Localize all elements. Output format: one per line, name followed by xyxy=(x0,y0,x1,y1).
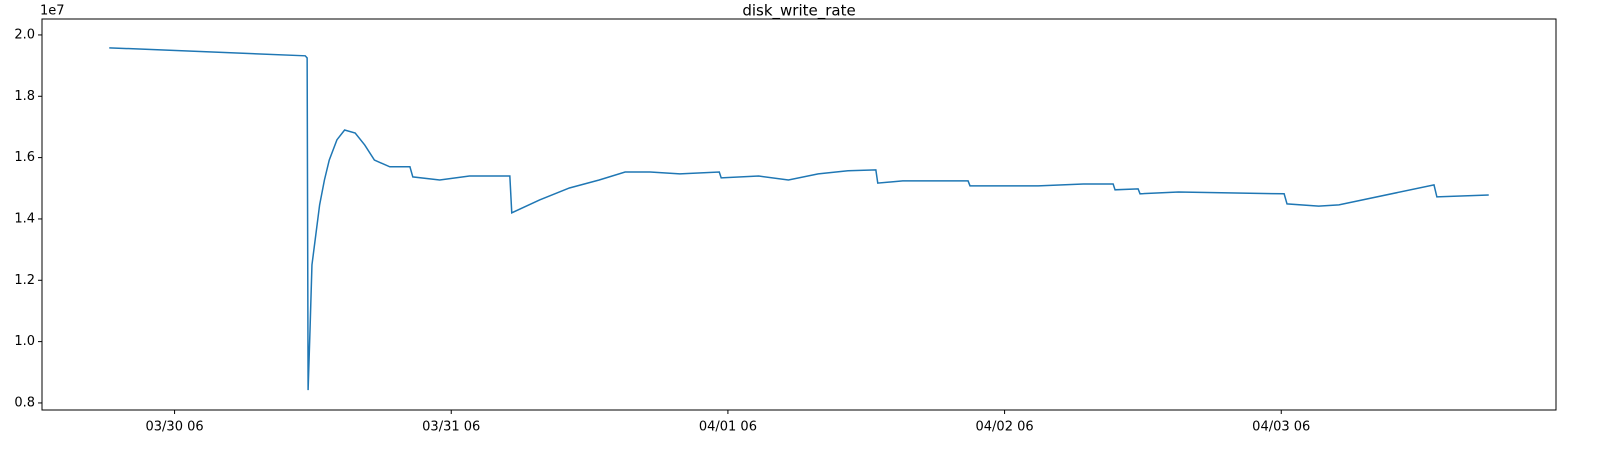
x-tick-label: 03/31 06 xyxy=(422,420,480,435)
y-tick-label: 1.8 xyxy=(14,89,35,104)
y-tick-label: 1.6 xyxy=(14,150,35,165)
x-tick-label: 04/01 06 xyxy=(699,420,757,435)
y-tick-label: 0.8 xyxy=(14,395,35,410)
y-tick-label: 1.0 xyxy=(14,334,35,349)
x-tick-label: 04/02 06 xyxy=(976,420,1034,435)
plot-frame xyxy=(41,18,1557,411)
chart-title: disk_write_rate xyxy=(742,2,855,21)
y-tick-label: 1.2 xyxy=(14,273,35,288)
line-series xyxy=(109,47,1489,391)
y-offset-label: 1e7 xyxy=(40,4,65,19)
x-tick-label: 03/30 06 xyxy=(146,420,204,435)
y-tick-label: 1.4 xyxy=(14,211,35,226)
x-tick-label: 04/03 06 xyxy=(1252,420,1310,435)
y-tick-label: 2.0 xyxy=(14,27,35,42)
